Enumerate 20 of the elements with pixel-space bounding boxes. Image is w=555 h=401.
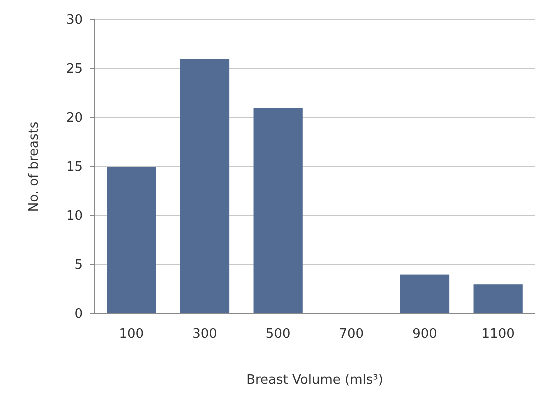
x-axis-title: Breast Volume (mls³) [246,373,384,388]
y-tick-label: 15 [66,160,83,176]
x-tick-label: 1100 [482,326,515,342]
y-tick-label: 0 [74,307,83,322]
bar [107,167,156,314]
x-tick-label: 500 [266,326,291,342]
bar [180,59,230,314]
bar [400,274,450,314]
y-tick-label: 10 [66,209,83,224]
bar [254,108,303,314]
x-tick-label: 100 [119,326,144,342]
y-tick-label: 25 [66,62,83,78]
x-tick-label: 700 [339,326,364,342]
bar [474,284,523,314]
x-tick-label: 300 [192,326,218,342]
y-tick-label: 30 [66,13,83,28]
y-tick-label: 20 [66,111,83,126]
y-axis-title: No. of breasts [27,122,42,212]
y-tick-label: 5 [74,258,83,274]
x-tick-label: 900 [412,326,438,342]
